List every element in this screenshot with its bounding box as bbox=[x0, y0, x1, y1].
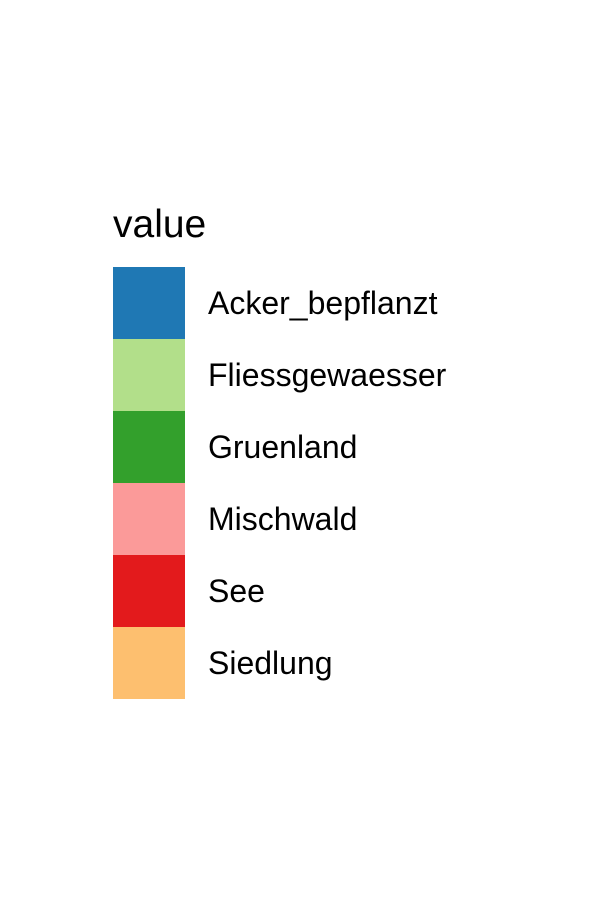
legend-item: See bbox=[113, 555, 446, 627]
legend-item: Gruenland bbox=[113, 411, 446, 483]
legend-keys: Acker_bepflanzt Fliessgewaesser Gruenland M… bbox=[113, 267, 446, 699]
legend-swatch bbox=[113, 339, 185, 411]
legend-label: Acker_bepflanzt bbox=[208, 285, 438, 321]
legend: value Acker_bepflanzt Fliessgewaesser Grue… bbox=[113, 200, 446, 699]
legend-label: Gruenland bbox=[208, 429, 358, 465]
legend-title: value bbox=[113, 203, 207, 246]
legend-swatch bbox=[113, 267, 185, 339]
legend-label: See bbox=[208, 573, 265, 609]
legend-label: Siedlung bbox=[208, 645, 333, 681]
legend-item: Fliessgewaesser bbox=[113, 339, 446, 411]
legend-item: Acker_bepflanzt bbox=[113, 267, 446, 339]
legend-swatch bbox=[113, 627, 185, 699]
legend-label: Fliessgewaesser bbox=[208, 357, 447, 393]
legend-label: Mischwald bbox=[208, 501, 358, 537]
legend-swatch bbox=[113, 411, 185, 483]
legend-swatch bbox=[113, 483, 185, 555]
legend-item: Siedlung bbox=[113, 627, 446, 699]
legend-swatch bbox=[113, 555, 185, 627]
legend-item: Mischwald bbox=[113, 483, 446, 555]
